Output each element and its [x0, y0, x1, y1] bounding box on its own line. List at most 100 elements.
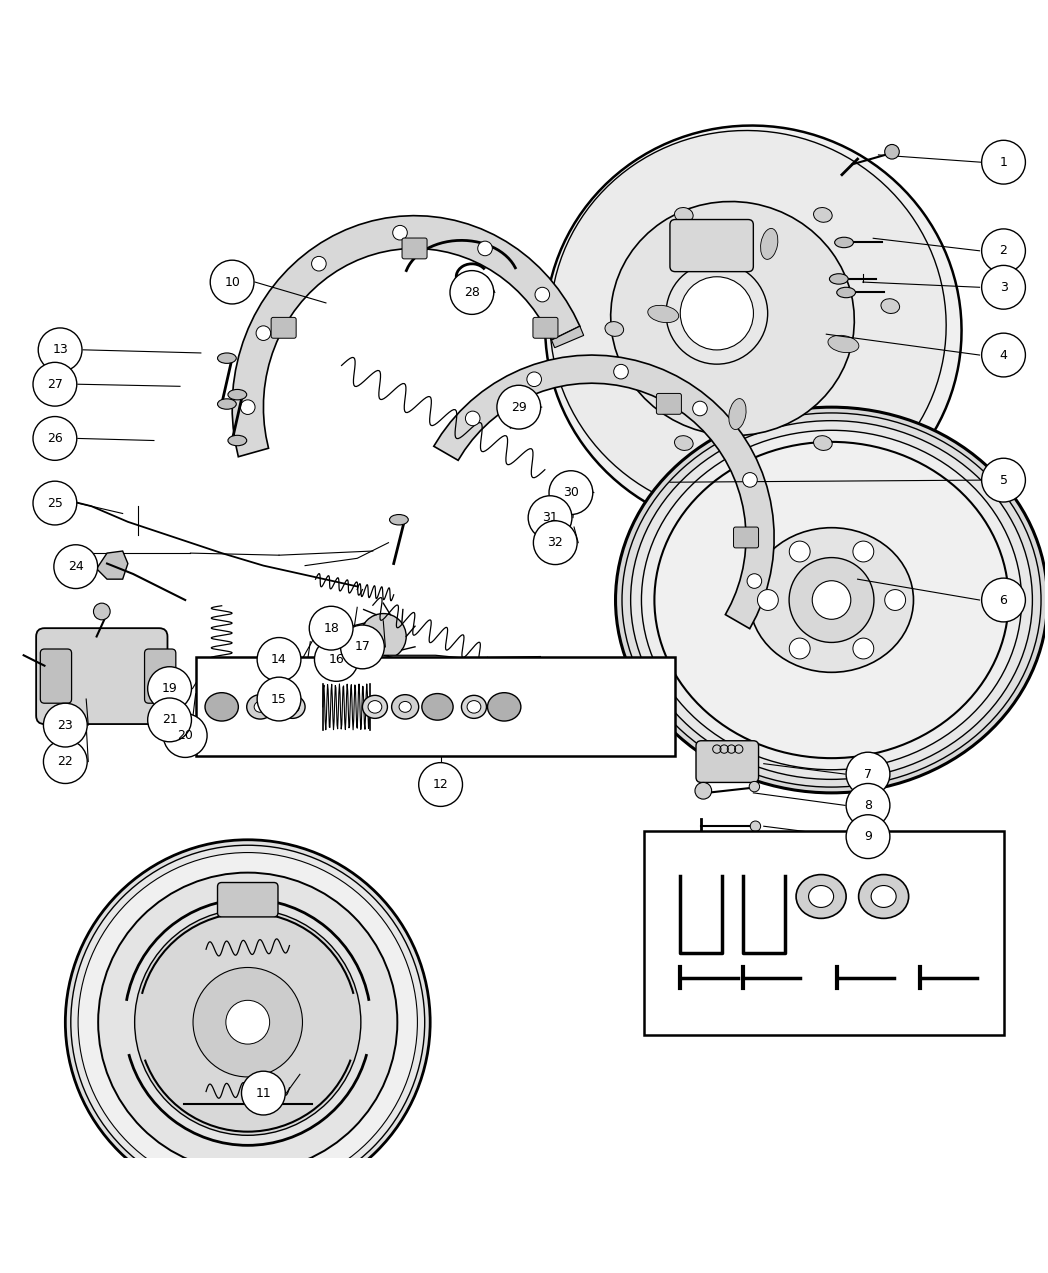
Ellipse shape [749, 528, 914, 672]
FancyBboxPatch shape [218, 882, 278, 917]
Ellipse shape [205, 693, 238, 721]
Text: 13: 13 [52, 344, 68, 356]
Ellipse shape [399, 701, 411, 713]
Ellipse shape [809, 886, 833, 908]
Ellipse shape [641, 430, 1022, 770]
Text: 29: 29 [511, 401, 527, 414]
Ellipse shape [761, 228, 778, 260]
Circle shape [497, 386, 541, 429]
Polygon shape [233, 215, 580, 457]
Circle shape [982, 458, 1025, 502]
Circle shape [614, 364, 629, 379]
Circle shape [393, 225, 408, 241]
Circle shape [885, 144, 899, 159]
Ellipse shape [605, 322, 624, 336]
Circle shape [134, 909, 361, 1136]
Text: 27: 27 [47, 378, 63, 391]
Ellipse shape [390, 514, 409, 524]
Circle shape [43, 703, 87, 747]
Circle shape [536, 288, 549, 302]
Circle shape [758, 589, 779, 611]
Circle shape [32, 416, 77, 461]
Ellipse shape [796, 875, 846, 918]
Circle shape [163, 714, 208, 757]
Circle shape [982, 334, 1025, 377]
Text: 22: 22 [58, 755, 73, 768]
Ellipse shape [728, 398, 746, 429]
Circle shape [38, 328, 82, 372]
Text: 18: 18 [323, 621, 340, 635]
Text: 17: 17 [354, 640, 370, 653]
Text: 6: 6 [1000, 593, 1007, 606]
Circle shape [789, 541, 810, 561]
Text: 3: 3 [1000, 281, 1007, 294]
Circle shape [43, 740, 87, 783]
Circle shape [812, 580, 851, 619]
Circle shape [680, 276, 754, 350]
FancyBboxPatch shape [670, 219, 754, 271]
Text: 30: 30 [563, 486, 578, 499]
Text: 24: 24 [68, 560, 84, 573]
Ellipse shape [623, 412, 1041, 787]
Ellipse shape [615, 407, 1048, 793]
Circle shape [93, 603, 110, 620]
FancyBboxPatch shape [656, 393, 681, 414]
Text: 25: 25 [47, 496, 63, 509]
Polygon shape [434, 355, 774, 629]
Circle shape [693, 401, 707, 416]
Text: 21: 21 [161, 713, 177, 727]
Text: 15: 15 [271, 693, 287, 705]
Circle shape [193, 967, 303, 1077]
FancyBboxPatch shape [40, 649, 71, 703]
Circle shape [747, 574, 762, 588]
Circle shape [846, 815, 890, 858]
Ellipse shape [228, 390, 246, 400]
Circle shape [32, 481, 77, 524]
Text: 5: 5 [1000, 474, 1007, 486]
Ellipse shape [280, 695, 305, 718]
Ellipse shape [611, 201, 854, 435]
Text: 32: 32 [547, 536, 563, 549]
Circle shape [789, 638, 810, 659]
Ellipse shape [813, 435, 832, 451]
Ellipse shape [550, 131, 946, 517]
Circle shape [211, 260, 254, 304]
FancyBboxPatch shape [402, 238, 427, 258]
Ellipse shape [467, 700, 481, 713]
Ellipse shape [368, 700, 381, 713]
Circle shape [846, 752, 890, 796]
Circle shape [99, 872, 397, 1171]
Circle shape [71, 845, 424, 1199]
Ellipse shape [631, 420, 1032, 779]
Text: 11: 11 [256, 1087, 271, 1100]
Text: 23: 23 [58, 718, 73, 732]
Circle shape [885, 589, 905, 611]
Text: 31: 31 [542, 512, 558, 524]
Text: 4: 4 [1000, 349, 1007, 362]
FancyBboxPatch shape [271, 317, 297, 339]
Ellipse shape [881, 299, 899, 313]
Text: 1: 1 [1000, 155, 1007, 169]
Ellipse shape [813, 207, 832, 223]
Circle shape [53, 545, 97, 588]
Circle shape [148, 698, 192, 742]
Circle shape [982, 140, 1025, 185]
Circle shape [419, 763, 462, 806]
Circle shape [528, 495, 572, 540]
Circle shape [257, 638, 301, 681]
Ellipse shape [545, 126, 962, 532]
Ellipse shape [422, 694, 453, 721]
Circle shape [257, 677, 301, 721]
Text: 20: 20 [177, 729, 193, 742]
Ellipse shape [392, 695, 419, 719]
Circle shape [309, 606, 353, 651]
Ellipse shape [654, 442, 1008, 759]
Text: 14: 14 [271, 653, 287, 666]
Circle shape [789, 558, 874, 643]
Circle shape [465, 411, 480, 425]
Text: 16: 16 [328, 653, 344, 666]
Circle shape [241, 1071, 285, 1115]
Ellipse shape [461, 695, 486, 718]
Circle shape [32, 363, 77, 406]
Ellipse shape [836, 288, 855, 298]
